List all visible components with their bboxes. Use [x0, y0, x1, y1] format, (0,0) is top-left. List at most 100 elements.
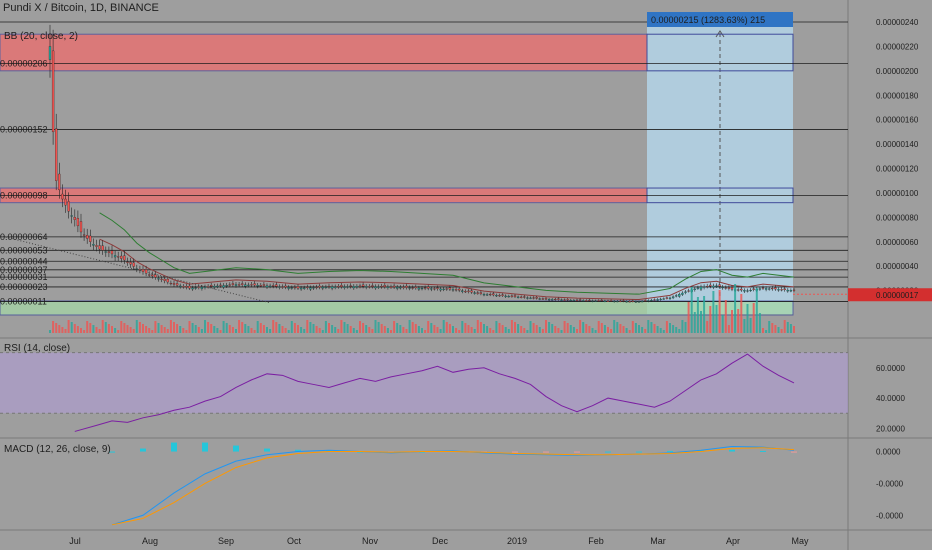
x-axis-tick: Nov	[362, 536, 379, 546]
volume-bar	[486, 326, 489, 333]
volume-bar	[529, 321, 532, 333]
candle-body	[588, 299, 591, 302]
volume-bar	[672, 325, 675, 333]
candle-body	[761, 287, 765, 289]
volume-bar	[349, 326, 352, 333]
candle-body	[79, 221, 83, 233]
volume-bar	[762, 328, 764, 333]
volume-bar	[386, 328, 389, 333]
candle-body	[244, 284, 247, 287]
macd-histogram-bar	[636, 451, 642, 453]
candle-body	[392, 285, 396, 288]
volume-bar	[173, 322, 175, 333]
rsi-indicator-label[interactable]: RSI (14, close)	[4, 343, 71, 354]
macd-indicator-label[interactable]: MACD (12, 26, close, 9)	[4, 444, 111, 455]
volume-bar	[495, 321, 498, 333]
level-label: 0.00000206	[0, 59, 48, 69]
price-axis-tick: 0.00000240	[876, 18, 919, 27]
candle-body	[82, 234, 86, 236]
volume-bar	[328, 323, 330, 333]
volume-bar	[421, 328, 423, 333]
volume-bar	[337, 329, 340, 333]
volume-bar	[312, 324, 315, 333]
candle-body	[693, 288, 696, 291]
candle-body	[479, 292, 483, 294]
volume-bar	[225, 323, 228, 333]
volume-bar	[783, 320, 786, 333]
candle-body	[219, 284, 222, 286]
volume-bar	[67, 320, 70, 333]
volume-bar	[603, 325, 606, 333]
volume-bar	[634, 323, 637, 333]
volume-bar	[321, 330, 324, 333]
candle-body	[445, 288, 448, 290]
candle-body	[640, 301, 644, 303]
volume-bar	[287, 330, 290, 333]
volume-bar	[501, 325, 504, 333]
volume-bar	[390, 330, 392, 333]
candle-body	[535, 297, 538, 299]
candle-body	[656, 299, 659, 301]
macd-histogram-bar	[543, 451, 549, 453]
volume-bar	[597, 321, 600, 333]
candle-body	[160, 278, 163, 280]
candle-body	[712, 285, 715, 288]
volume-bar	[452, 326, 454, 333]
candle-body	[675, 295, 678, 297]
volume-bar	[76, 326, 79, 333]
volume-bar	[244, 324, 247, 333]
x-axis-tick: Sep	[218, 536, 234, 546]
candle-body	[250, 284, 253, 286]
candle-body	[262, 284, 266, 286]
bb-indicator-label[interactable]: BB (20, close, 2)	[4, 31, 78, 42]
macd-histogram-bar	[233, 445, 239, 452]
candle-body	[569, 299, 572, 302]
candle-body	[758, 288, 762, 290]
volume-bar	[135, 320, 138, 333]
volume-bar	[464, 323, 467, 333]
candle-body	[154, 274, 157, 278]
volume-bar	[442, 320, 445, 333]
volume-bar	[551, 324, 554, 333]
volume-bar	[148, 328, 151, 333]
volume-bar	[238, 320, 241, 333]
volume-bar	[731, 310, 733, 333]
volume-bar	[185, 330, 188, 333]
candle-body	[594, 300, 597, 302]
candle-body	[89, 235, 92, 242]
candle-body	[51, 50, 55, 133]
candle-body	[383, 285, 386, 287]
level-label: 0.00000031	[0, 272, 48, 282]
candle-body	[281, 286, 284, 288]
volume-bar	[619, 324, 622, 333]
volume-bar	[269, 329, 272, 333]
macd-axis-tick: -0.0000	[876, 479, 904, 488]
volume-bar	[566, 323, 569, 333]
candle-body	[492, 293, 495, 296]
candle-body	[256, 285, 259, 287]
candle-body	[684, 291, 687, 293]
candle-body	[101, 245, 104, 251]
volume-bar	[343, 322, 346, 333]
candle-body	[92, 244, 95, 246]
signal-line	[111, 447, 795, 526]
candle-body	[727, 287, 731, 289]
volume-bar	[523, 328, 526, 333]
candle-body	[144, 269, 148, 274]
candle-body	[560, 299, 563, 301]
price-axis-tick: 0.00000140	[876, 140, 919, 149]
volume-bar	[777, 327, 780, 333]
candle-body	[222, 285, 225, 288]
current-price-tag	[848, 288, 932, 302]
candle-body	[172, 283, 176, 285]
candle-body	[141, 269, 145, 272]
x-axis-tick: Jul	[69, 536, 81, 546]
candle-body	[467, 290, 470, 292]
candle-body	[76, 218, 80, 227]
volume-bar	[448, 324, 451, 333]
candle-body	[312, 287, 315, 289]
level-label: 0.00000152	[0, 124, 48, 134]
volume-bar	[535, 325, 538, 333]
volume-bar	[470, 327, 473, 333]
